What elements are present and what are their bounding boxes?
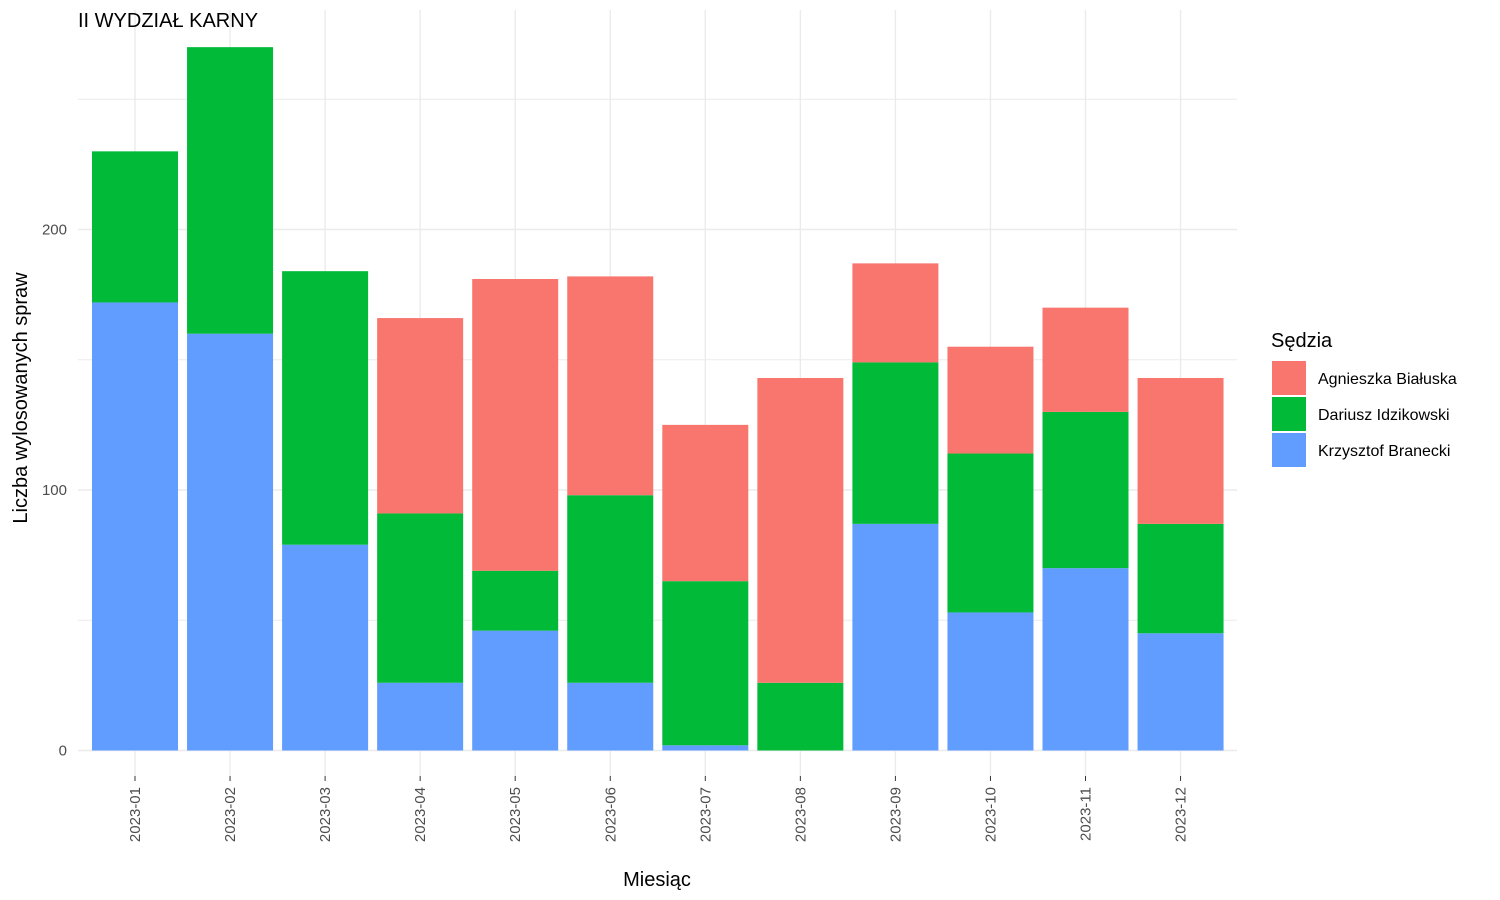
x-tick-label: 2023-04 [412,787,429,842]
bar-segment [282,271,369,545]
legend-swatch [1272,361,1306,395]
x-tick-label: 2023-02 [222,787,239,842]
bar-segment [947,346,1034,454]
bar-segment [377,513,464,683]
x-tick-label: 2023-09 [887,787,904,842]
y-tick-label: 200 [42,222,67,239]
bar-segment [1042,568,1129,751]
x-tick-label: 2023-03 [317,787,334,842]
x-tick-label: 2023-11 [1078,787,1095,841]
x-tick-label: 2023-06 [602,787,619,842]
bar-segment [852,263,939,363]
bar-segment [282,544,369,751]
legend-swatch [1272,433,1306,467]
legend-label: Dariusz Idzikowski [1318,407,1450,424]
x-tick-label: 2023-05 [507,787,524,842]
bar-segment [567,495,654,683]
bar-segment [852,523,939,751]
bar-segment [947,612,1034,751]
bar-segment [472,278,559,571]
y-tick-label: 0 [59,743,67,760]
y-tick-label: 100 [42,482,67,499]
legend-title: Sędzia [1271,330,1333,352]
chart-title: II WYDZIAŁ KARNY [78,10,258,32]
x-tick-label: 2023-10 [982,787,999,842]
bar-segment [567,682,654,751]
x-tick-label: 2023-07 [697,787,714,842]
bar-segment [92,151,178,303]
bar-segment [662,745,749,751]
bar-segment [1042,411,1129,569]
bar-segment [377,682,464,751]
bar-segment [567,276,654,496]
bar-segment [472,630,559,751]
bar-segment [377,318,464,514]
bar-segment [1042,307,1129,412]
legend-label: Agnieszka Białuska [1318,371,1457,388]
bar-segment [472,570,559,631]
x-tick-label: 2023-08 [792,787,809,842]
bar-segment [187,333,274,751]
x-tick-label: 2023-12 [1173,787,1190,842]
bar-segment [1137,633,1224,751]
x-tick-label: 2023-01 [127,787,144,842]
axes: 0 100 200 2023-01 2023-02 2023-03 2023-04 2023-… [42,222,1190,843]
bar-segment [852,362,939,524]
x-axis-title: Miesiąc [623,869,691,891]
bar-segment [1137,523,1224,634]
legend-swatch [1272,397,1306,431]
bar-segment [662,424,749,582]
y-axis-title: Liczba wylosowanych spraw [10,272,32,524]
bar-segment [947,453,1034,613]
bar-segment [187,47,274,334]
bar-segment [757,377,844,683]
bar-segment [92,302,178,751]
legend-label: Krzysztof Branecki [1318,443,1450,460]
bars [92,47,1224,751]
bar-segment [662,581,749,746]
bar-segment [1137,377,1224,524]
legend: Sędzia Agnieszka Białuska Dariusz Idzikow… [1271,330,1457,467]
bar-segment [757,682,844,751]
